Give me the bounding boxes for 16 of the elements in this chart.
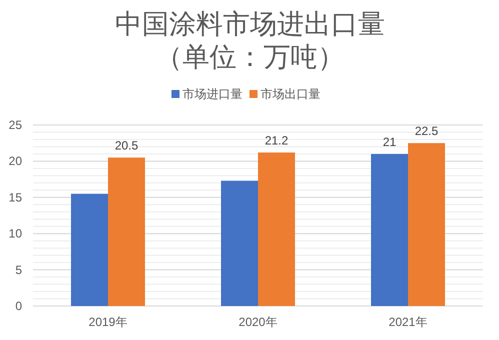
y-tick-label: 10 [8, 226, 22, 241]
x-tick-label: 2019年 [88, 315, 128, 329]
legend-label: 市场进口量 [182, 87, 242, 101]
y-tick-label: 20 [8, 154, 22, 168]
legend-label: 市场出口量 [260, 87, 320, 101]
y-tick-label: 15 [8, 190, 22, 204]
data-label: 20.5 [114, 138, 138, 153]
y-tick-label: 5 [15, 262, 22, 277]
y-tick-label: 25 [8, 118, 22, 132]
data-label: 21.2 [264, 134, 288, 148]
x-tick-label: 2020年 [238, 315, 278, 329]
data-label: 21 [382, 134, 396, 149]
title: 中国涂料市场进出口量（单位：万吨） [114, 8, 386, 74]
data-label: 22.5 [414, 124, 438, 138]
y-tick-label: 0 [15, 299, 22, 313]
x-tick-label: 2021年 [388, 315, 428, 329]
